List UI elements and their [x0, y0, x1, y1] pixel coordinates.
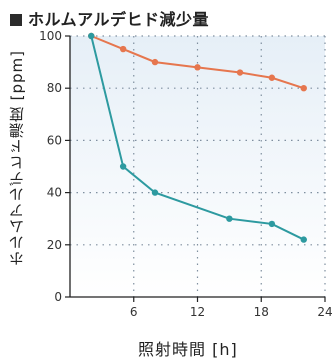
y-tick-label: 60 — [47, 133, 62, 147]
data-point — [300, 236, 307, 243]
x-tick-label: 18 — [254, 305, 269, 319]
tick-labels: 0 20 40 60 80 100 6 12 18 24 — [39, 29, 333, 319]
series-line — [90, 35, 305, 241]
x-tick-label: 24 — [317, 305, 332, 319]
data-point — [268, 74, 276, 81]
x-axis-label: 照射時間 [h] — [138, 340, 238, 359]
chart-title-row: ホルムアルデヒド減少量 — [10, 6, 209, 30]
grid-lines — [70, 35, 326, 297]
data-point — [88, 32, 95, 40]
y-tick-label: 100 — [39, 29, 62, 43]
y-axis-label: ホルムアルデヒド濃度 [ppm] — [8, 50, 26, 267]
series-2 — [88, 32, 307, 243]
y-tick-label: 20 — [47, 238, 62, 252]
y-tick-label: 80 — [47, 81, 62, 95]
data-point — [119, 45, 127, 53]
y-tick-label: 0 — [54, 290, 62, 304]
x-tick-label: 12 — [190, 305, 205, 319]
x-tick-label: 6 — [130, 305, 138, 319]
data-point — [226, 215, 233, 222]
data-point — [268, 220, 276, 228]
chart-title: ホルムアルデヒド減少量 — [28, 10, 210, 29]
data-point — [236, 69, 244, 76]
data-point — [119, 163, 127, 170]
title-square-icon — [10, 14, 22, 26]
data-point — [300, 85, 307, 92]
data-point — [151, 58, 159, 66]
y-tick-label: 40 — [47, 186, 62, 200]
data-series — [88, 32, 307, 243]
data-point — [194, 64, 201, 71]
data-point — [151, 189, 159, 196]
series-1 — [88, 32, 307, 92]
